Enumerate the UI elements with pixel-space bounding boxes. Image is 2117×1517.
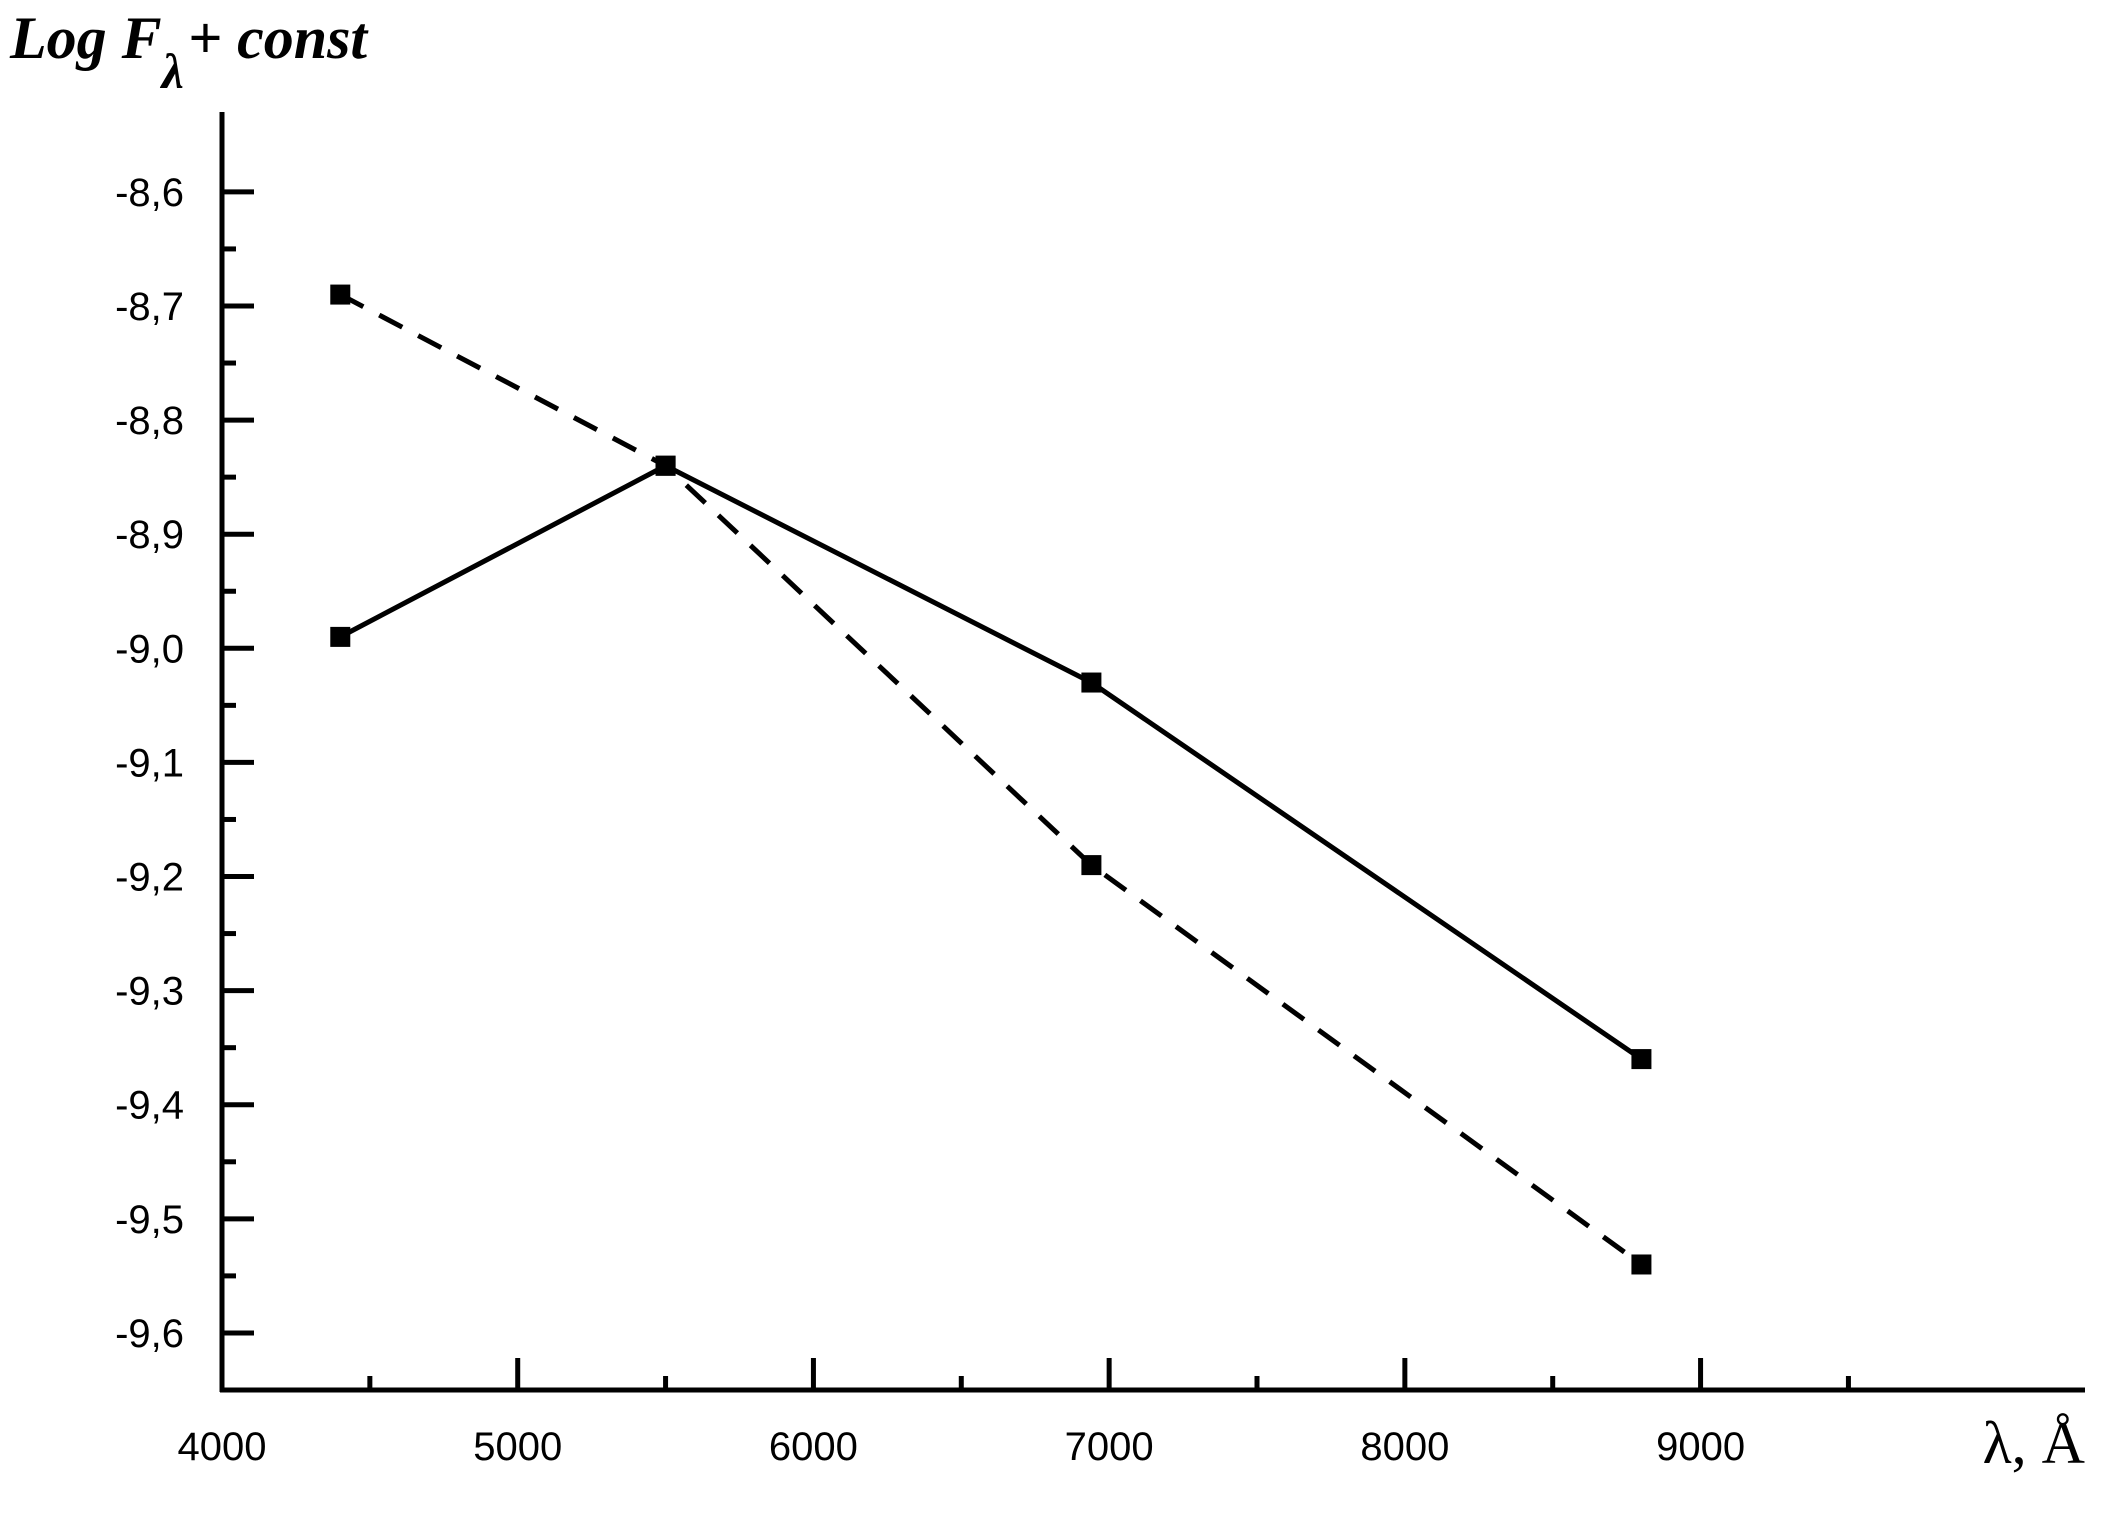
x-tick-label: 7000	[1065, 1425, 1154, 1469]
x-axis-title: λ, Å	[1983, 1410, 2085, 1476]
axes	[219, 112, 2085, 1393]
y-tick-label: -8,7	[115, 285, 184, 329]
data-point-solid	[330, 626, 351, 647]
y-axis-title-main: Log F	[9, 5, 162, 71]
y-tick-label: -9,5	[115, 1198, 184, 1242]
y-axis-title-suffix: + const	[188, 5, 370, 71]
y-tick-label: -9,0	[115, 627, 184, 671]
data-point-dashed	[1631, 1254, 1652, 1275]
data-point-dashed	[655, 455, 676, 476]
data-point-solid	[1631, 1049, 1652, 1070]
x-tick-label: 4000	[178, 1425, 267, 1469]
x-tick-label: 5000	[473, 1425, 562, 1469]
data-point-dashed	[330, 284, 351, 305]
y-tick-label: -9,1	[115, 741, 184, 785]
series-layer	[330, 284, 1652, 1275]
y-axis-title: Log Fλ+ const	[9, 5, 369, 99]
series-line-solid	[339, 462, 1643, 1062]
x-tick-label: 8000	[1360, 1425, 1449, 1469]
y-tick-label: -9,4	[115, 1084, 184, 1128]
data-point-dashed	[1081, 855, 1102, 876]
y-tick-label: -8,6	[115, 171, 184, 215]
x-tick-label: 9000	[1656, 1425, 1745, 1469]
series-line-dashed	[339, 292, 1643, 1267]
x-ticks: 4000 5000 6000 7000 8000 9000	[178, 1358, 1851, 1469]
y-axis-title-subscript: λ	[160, 43, 184, 99]
y-ticks: -8,6 -8,7 -8,8 -8,9 -9,0 -9,1 -9,2 -9,3 -9,4 -9,5…	[115, 171, 254, 1356]
x-tick-label: 6000	[769, 1425, 858, 1469]
y-tick-label: -9,6	[115, 1312, 184, 1356]
y-tick-label: -8,9	[115, 513, 184, 557]
y-tick-label: -9,2	[115, 856, 184, 900]
data-point-solid	[1081, 672, 1102, 693]
y-tick-label: -9,3	[115, 970, 184, 1014]
y-tick-label: -8,8	[115, 399, 184, 443]
